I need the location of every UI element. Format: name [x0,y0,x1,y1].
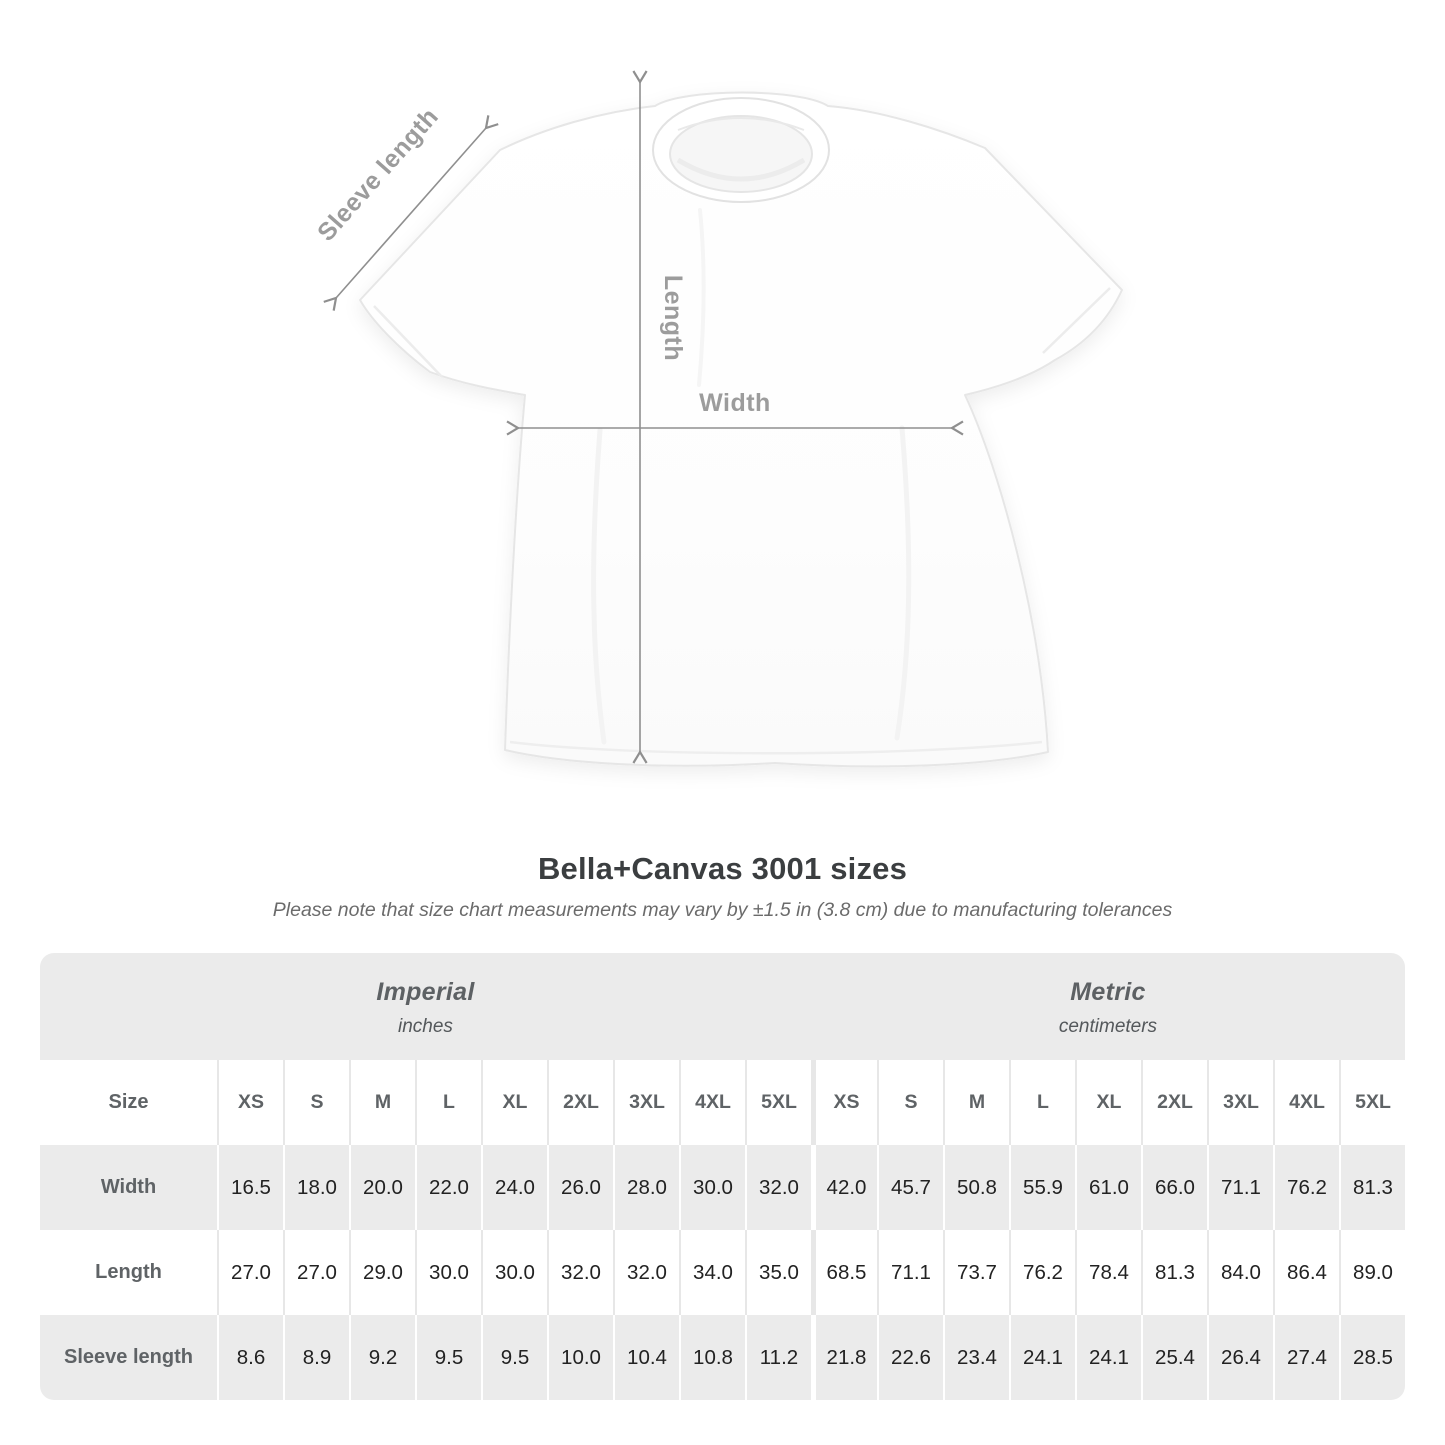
value-cell: 18.0 [283,1145,349,1231]
metric-label: Metric [1070,977,1146,1006]
size-col-header: 4XL [679,1060,745,1146]
value-cell: 32.0 [745,1145,811,1231]
value-cell: 27.0 [217,1230,283,1316]
value-cell: 27.4 [1273,1315,1339,1401]
size-col-header: 2XL [1141,1060,1207,1146]
value-cell: 32.0 [547,1230,613,1316]
size-table: Imperial inches Metric centimeters Size X… [40,953,1405,1401]
value-cell: 9.5 [415,1315,481,1401]
value-cell: 23.4 [943,1315,1009,1401]
value-cell: 81.3 [1339,1145,1405,1231]
tshirt-diagram: Sleeve length Length Width [312,70,1123,768]
value-cell: 28.0 [613,1145,679,1231]
value-cell: 8.6 [217,1315,283,1401]
value-cell: 30.0 [481,1230,547,1316]
sleeve-length-label: Sleeve length [312,103,444,247]
value-cell: 89.0 [1339,1230,1405,1316]
value-cell: 50.8 [943,1145,1009,1231]
value-cell: 27.0 [283,1230,349,1316]
size-col-header: L [1009,1060,1075,1146]
value-cell: 10.0 [547,1315,613,1401]
value-cell: 25.4 [1141,1315,1207,1401]
row-label: Width [40,1145,217,1231]
size-col-header: 5XL [1339,1060,1405,1146]
value-cell: 26.0 [547,1145,613,1231]
value-cell: 66.0 [1141,1145,1207,1231]
value-cell: 10.4 [613,1315,679,1401]
value-cell: 55.9 [1009,1145,1075,1231]
value-cell: 76.2 [1009,1230,1075,1316]
row-label: Sleeve length [40,1315,217,1401]
value-cell: 9.2 [349,1315,415,1401]
imperial-section-header: Imperial inches [40,953,811,1060]
row-label: Length [40,1230,217,1316]
size-table-grid: Size XS S M L XL 2XL 3XL 4XL 5XL XS S M L XL 2XL 3XL 4XL 5… [40,1060,1405,1401]
value-cell: 42.0 [811,1145,877,1231]
size-col-header: XL [1075,1060,1141,1146]
page-title: Bella+Canvas 3001 sizes [537,851,908,886]
collar-shape [652,97,830,203]
size-col-header: XS [811,1060,877,1146]
sleeve-length-arrow [323,115,499,311]
value-cell: 61.0 [1075,1145,1141,1231]
size-col-header: 4XL [1273,1060,1339,1146]
value-cell: 10.8 [679,1315,745,1401]
value-cell: 81.3 [1141,1230,1207,1316]
value-cell: 78.4 [1075,1230,1141,1316]
size-col-header: S [283,1060,349,1146]
size-col-header: XL [481,1060,547,1146]
value-cell: 24.0 [481,1145,547,1231]
value-cell: 34.0 [679,1230,745,1316]
size-col-header: S [877,1060,943,1146]
value-cell: 71.1 [877,1230,943,1316]
value-cell: 21.8 [811,1315,877,1401]
size-col-header: 2XL [547,1060,613,1146]
metric-unit: centimeters [1058,1015,1158,1037]
value-cell: 68.5 [811,1230,877,1316]
value-cell: 8.9 [283,1315,349,1401]
length-label: Length [659,275,687,361]
size-col-header: XS [217,1060,283,1146]
heading-block: Bella+Canvas 3001 sizes Please note that… [0,851,1445,922]
value-cell: 84.0 [1207,1230,1273,1316]
value-cell: 86.4 [1273,1230,1339,1316]
value-cell: 29.0 [349,1230,415,1316]
value-cell: 16.5 [217,1145,283,1231]
value-cell: 32.0 [613,1230,679,1316]
imperial-unit: inches [398,1015,453,1037]
size-col-header: M [943,1060,1009,1146]
value-cell: 22.6 [877,1315,943,1401]
value-cell: 22.0 [415,1145,481,1231]
value-cell: 30.0 [415,1230,481,1316]
size-col-header: L [415,1060,481,1146]
value-cell: 26.4 [1207,1315,1273,1401]
units-header-band: Imperial inches Metric centimeters [40,953,1405,1061]
value-cell: 20.0 [349,1145,415,1231]
size-col-header: 5XL [745,1060,811,1146]
tshirt-graphic: Sleeve length Length Width [312,70,1123,768]
size-col-header: M [349,1060,415,1146]
value-cell: 71.1 [1207,1145,1273,1231]
value-cell: 73.7 [943,1230,1009,1316]
value-cell: 35.0 [745,1230,811,1316]
value-cell: 45.7 [877,1145,943,1231]
imperial-label: Imperial [376,977,475,1006]
width-label: Width [699,389,771,417]
value-cell: 76.2 [1273,1145,1339,1231]
tolerance-note: Please note that size chart measurements… [272,899,1173,922]
value-cell: 24.1 [1075,1315,1141,1401]
size-col-header: 3XL [613,1060,679,1146]
value-cell: 11.2 [745,1315,811,1401]
value-cell: 9.5 [481,1315,547,1401]
tshirt-body-shape [359,91,1123,768]
size-corner-label: Size [40,1060,217,1146]
metric-section-header: Metric centimeters [811,953,1405,1060]
value-cell: 24.1 [1009,1315,1075,1401]
size-col-header: 3XL [1207,1060,1273,1146]
value-cell: 30.0 [679,1145,745,1231]
value-cell: 28.5 [1339,1315,1405,1401]
